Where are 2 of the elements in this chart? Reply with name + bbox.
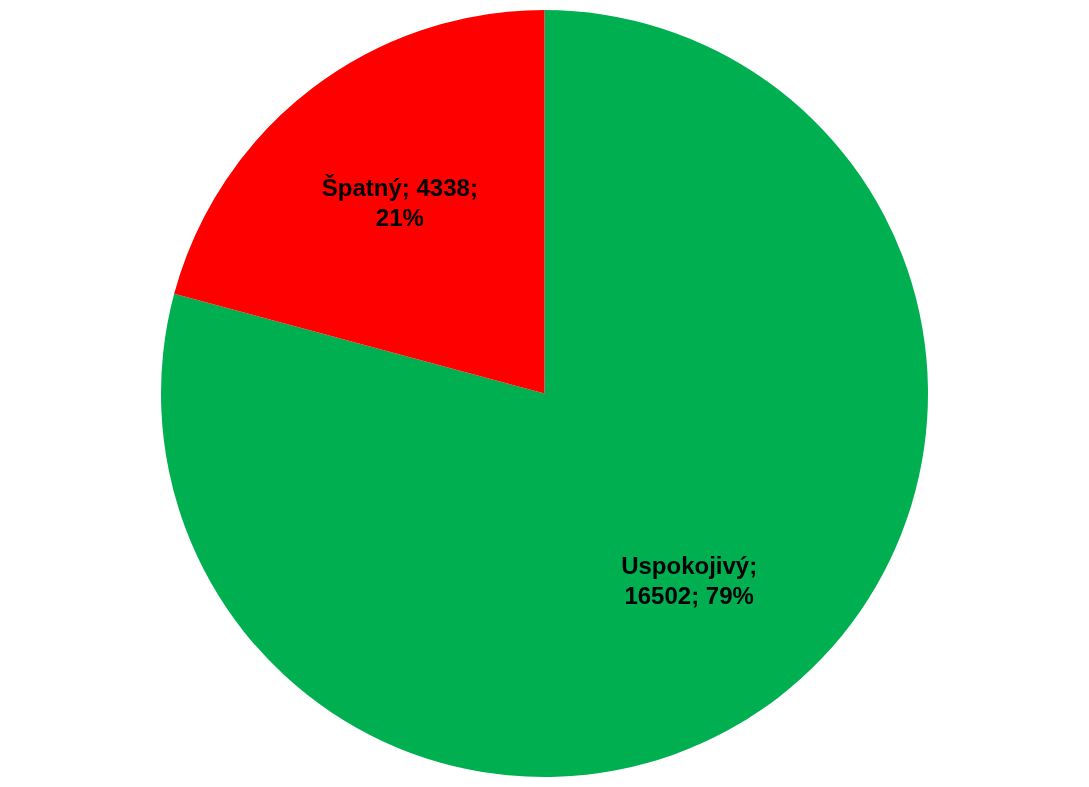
slice-label: Špatný; 4338; 21% — [321, 174, 478, 232]
slice-label: Uspokojivý; 16502; 79% — [621, 551, 758, 609]
